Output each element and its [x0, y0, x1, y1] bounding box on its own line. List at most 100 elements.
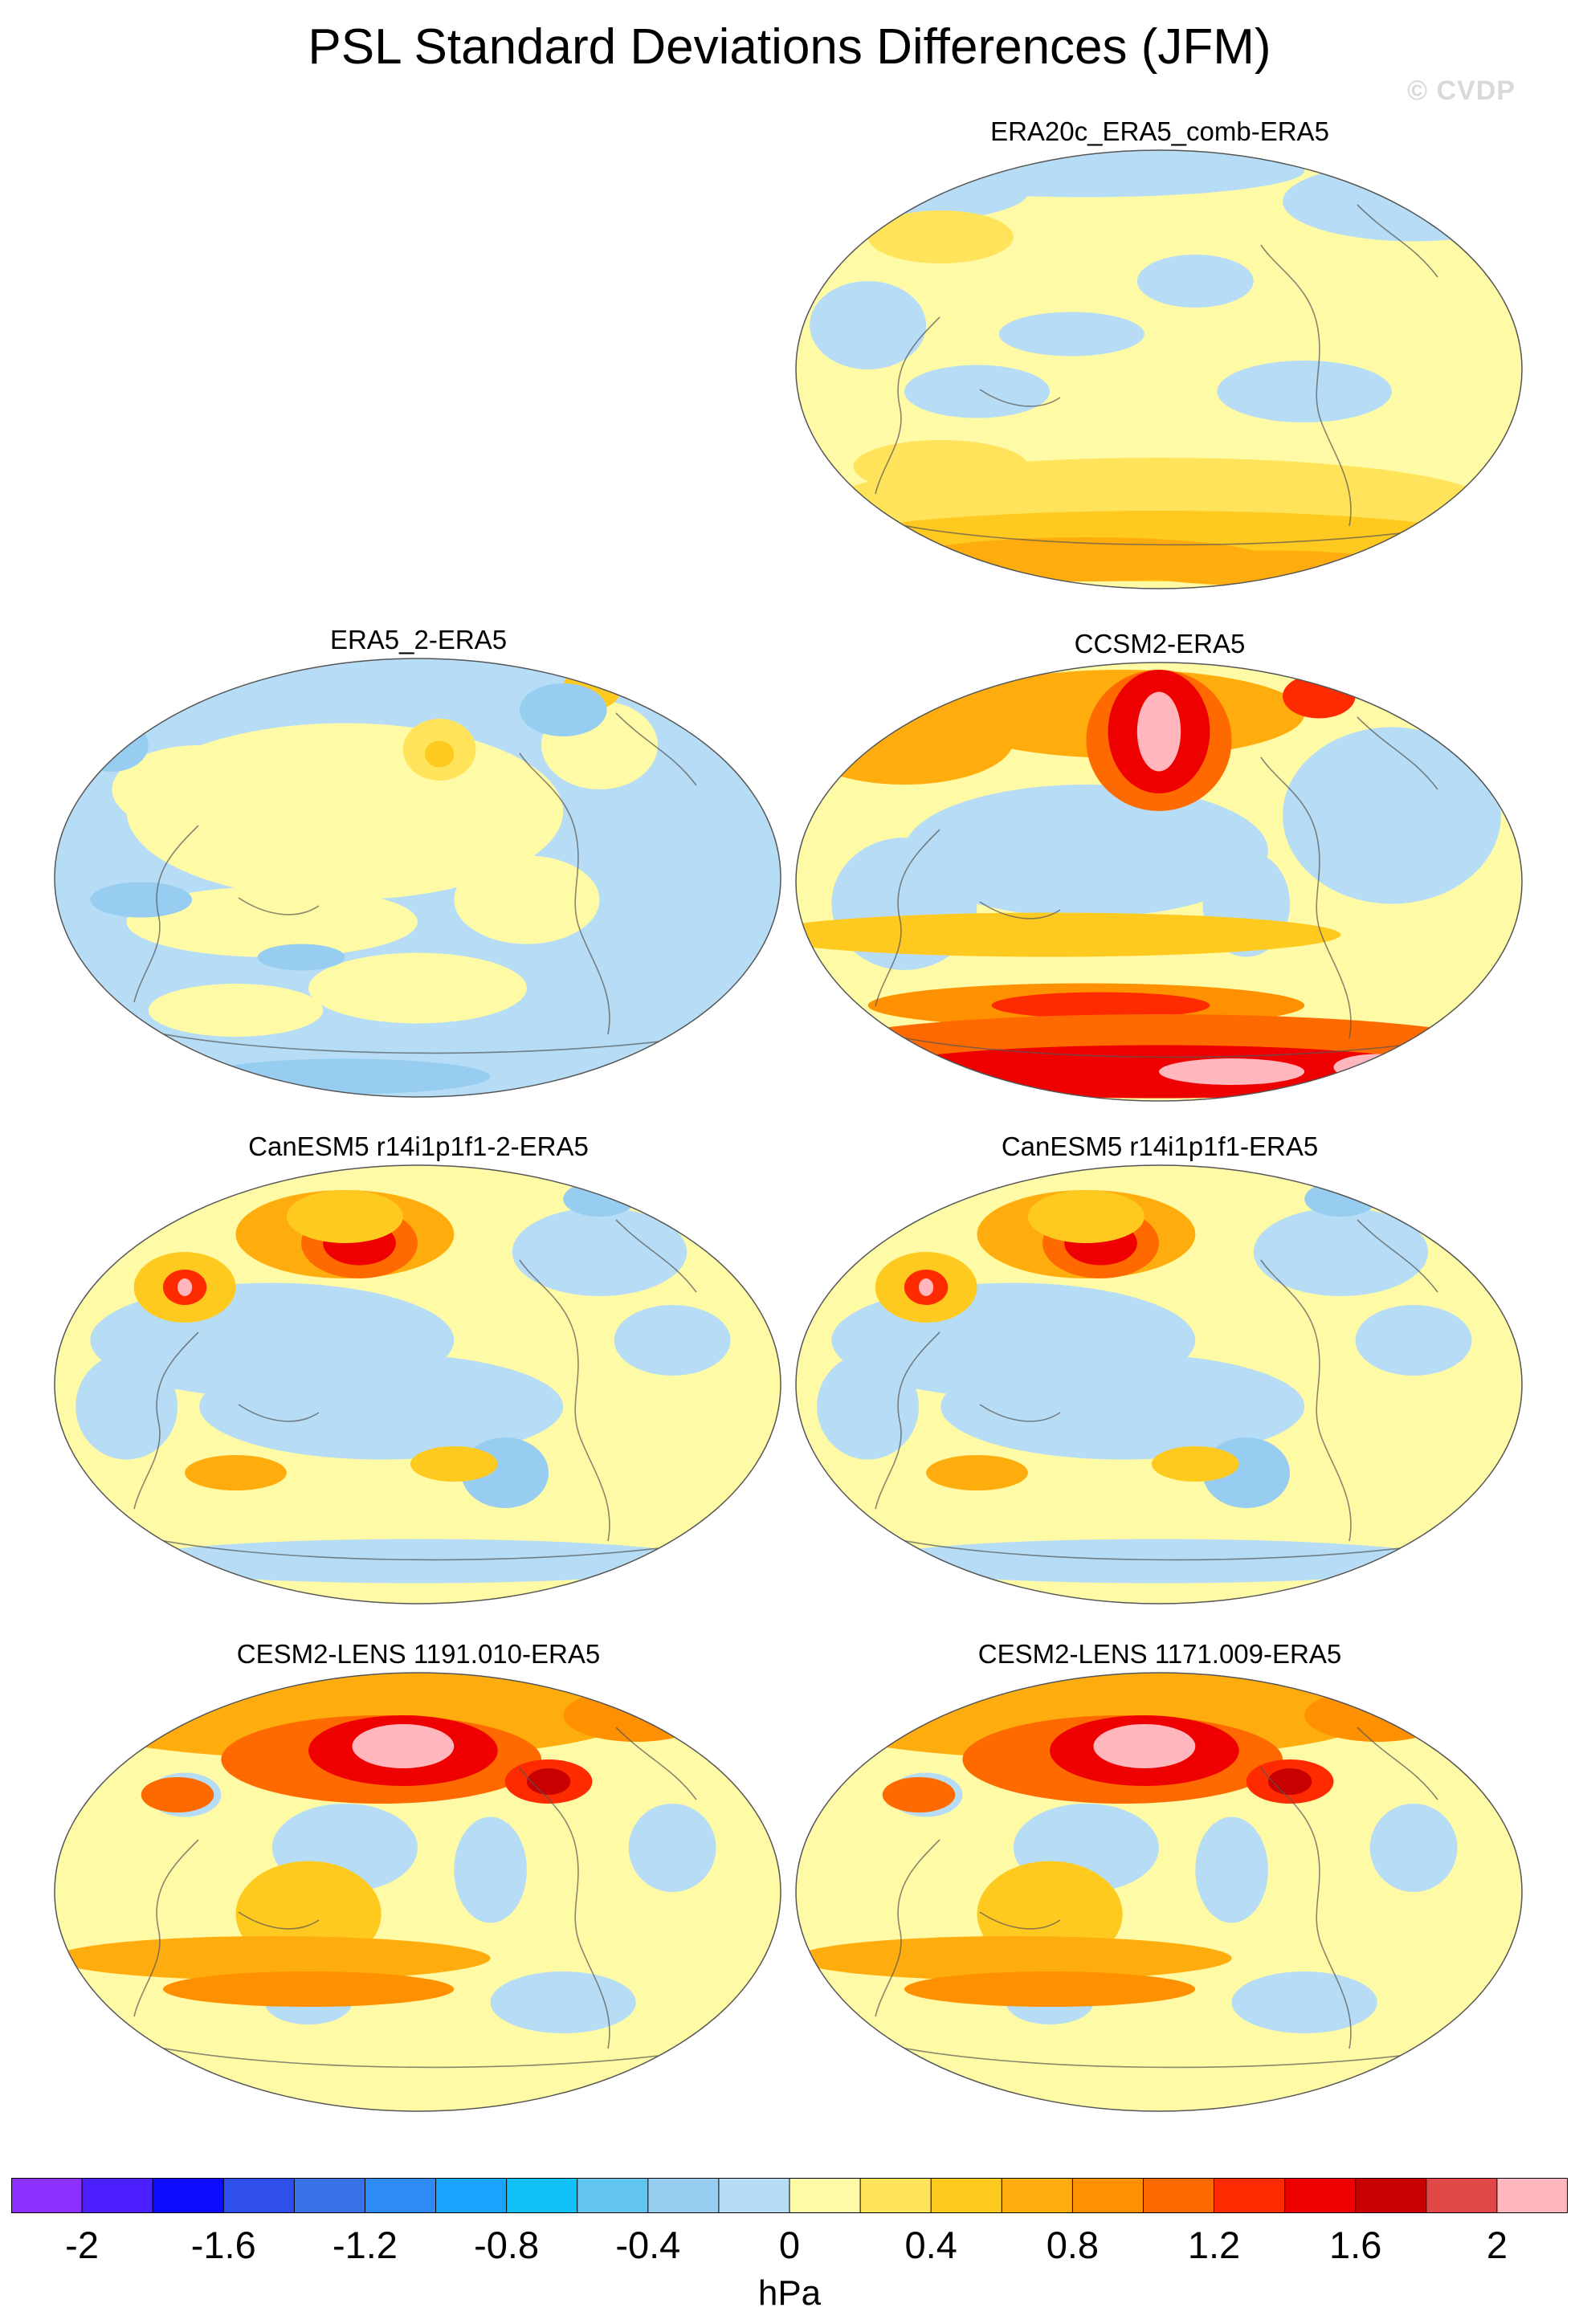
contour-region	[454, 1816, 527, 1923]
coastline	[875, 316, 940, 495]
map-panel-era5-2	[54, 657, 781, 1099]
coastline	[615, 712, 697, 786]
contour-region	[904, 785, 1268, 917]
coastline	[1357, 1727, 1438, 1800]
colorbar-segment	[294, 2178, 365, 2213]
contour-region	[257, 944, 345, 971]
contour-region	[1027, 1190, 1144, 1243]
coastline	[238, 897, 320, 915]
coastline	[875, 1331, 940, 1510]
colorbar-segment	[718, 2178, 790, 2213]
contour-region	[1122, 550, 1414, 586]
colorbar-tick-label: -0.8	[474, 2224, 540, 2266]
colorbar-tick-label: 1.6	[1329, 2224, 1382, 2266]
panel-title-cesm2-1191: CESM2-LENS 1191.010-ERA5	[236, 1639, 601, 1669]
colorbar-segment	[82, 2178, 153, 2213]
contour-region	[199, 1353, 564, 1460]
map-panel-ccsm2	[795, 661, 1523, 1103]
contour-region	[904, 365, 1051, 418]
contour-region	[90, 882, 193, 918]
coastline	[615, 1727, 697, 1800]
colorbar-segment	[435, 2178, 508, 2213]
coastline	[125, 1532, 713, 1561]
contour-region	[1093, 1724, 1196, 1768]
coastline	[519, 752, 610, 1035]
coastline	[238, 1911, 320, 1930]
contour-region	[998, 312, 1144, 357]
colorbar-segment	[860, 2178, 932, 2213]
colorbar-tick-label: -1.6	[190, 2224, 256, 2266]
contour-region	[1151, 1446, 1239, 1482]
coastline	[867, 1532, 1455, 1561]
contour-region	[1217, 361, 1392, 422]
coastline	[875, 829, 940, 1007]
coastline	[238, 1404, 320, 1422]
colorbar-tick-label: -2	[65, 2224, 99, 2266]
contour-region	[425, 740, 455, 768]
coastline	[867, 1029, 1455, 1058]
map-border	[795, 1672, 1523, 2112]
map-border	[54, 658, 781, 1098]
coastline	[519, 1259, 610, 1542]
contour-region	[286, 1190, 403, 1243]
contour-region	[1283, 674, 1356, 719]
contour-region	[519, 683, 607, 736]
panel-title-era20c: ERA20c_ERA5_comb-ERA5	[990, 116, 1329, 146]
coastline	[867, 2040, 1455, 2069]
contour-region	[352, 1724, 455, 1768]
colorbar-segment	[1355, 2178, 1427, 2213]
colorbar-tick-label: -0.4	[615, 2224, 681, 2266]
colorbar-segment	[1426, 2178, 1498, 2213]
contour-region	[141, 1777, 214, 1812]
contour-region	[490, 1971, 636, 2033]
coastline	[1357, 716, 1438, 790]
contour-region	[810, 281, 927, 369]
contour-region	[454, 855, 600, 944]
coastline	[133, 825, 199, 1003]
coastline	[125, 2040, 713, 2069]
coastline	[979, 389, 1061, 407]
contour-region	[526, 1768, 571, 1795]
colorbar-segment	[577, 2178, 649, 2213]
map-panel-cesm2-1171	[795, 1671, 1523, 2113]
contour-region	[796, 696, 1014, 785]
contour-region	[1195, 1816, 1268, 1923]
colorbar-segment	[931, 2178, 1002, 2213]
contour-region	[1159, 1058, 1305, 1085]
contour-region	[867, 1539, 1450, 1584]
coastline	[519, 1767, 610, 2049]
colorbar-segment	[1214, 2178, 1286, 2213]
colorbar	[11, 2178, 1568, 2213]
colorbar-tick-label: 0	[778, 2224, 801, 2266]
panel-title-era5-2: ERA5_2-ERA5	[329, 625, 508, 654]
colorbar-segment	[1072, 2178, 1144, 2213]
contour-region	[867, 210, 1014, 263]
coastline	[979, 1911, 1061, 1930]
contour-region	[1283, 727, 1501, 904]
colorbar-segment	[365, 2178, 437, 2213]
contour-region	[112, 745, 287, 834]
coastline	[615, 1219, 697, 1293]
panel-title-canesm5-2: CanESM5 r14i1p1f1-2-ERA5	[248, 1131, 589, 1161]
coastline	[133, 1331, 199, 1510]
map-border	[795, 149, 1523, 589]
map-border	[795, 1164, 1523, 1604]
colorbar-segment	[1002, 2178, 1073, 2213]
contour-region	[410, 1446, 498, 1482]
map-panel-canesm5	[795, 1164, 1523, 1605]
contour-region	[614, 1305, 731, 1376]
contour-region	[1253, 1208, 1429, 1296]
coastline	[1260, 1259, 1352, 1542]
contour-region	[1267, 1768, 1312, 1795]
contour-region	[796, 1936, 1232, 1980]
contour-region	[904, 1971, 1196, 2007]
contour-region	[940, 1353, 1305, 1460]
contour-region	[177, 1278, 193, 1296]
colorbar-segment	[223, 2178, 295, 2213]
contour-region	[1304, 1689, 1450, 1742]
contour-region	[628, 1804, 716, 1892]
contour-region	[817, 1353, 920, 1460]
colorbar-tick-label: -1.2	[332, 2224, 398, 2266]
coastline	[125, 1025, 713, 1054]
colorbar-segment	[647, 2178, 720, 2213]
